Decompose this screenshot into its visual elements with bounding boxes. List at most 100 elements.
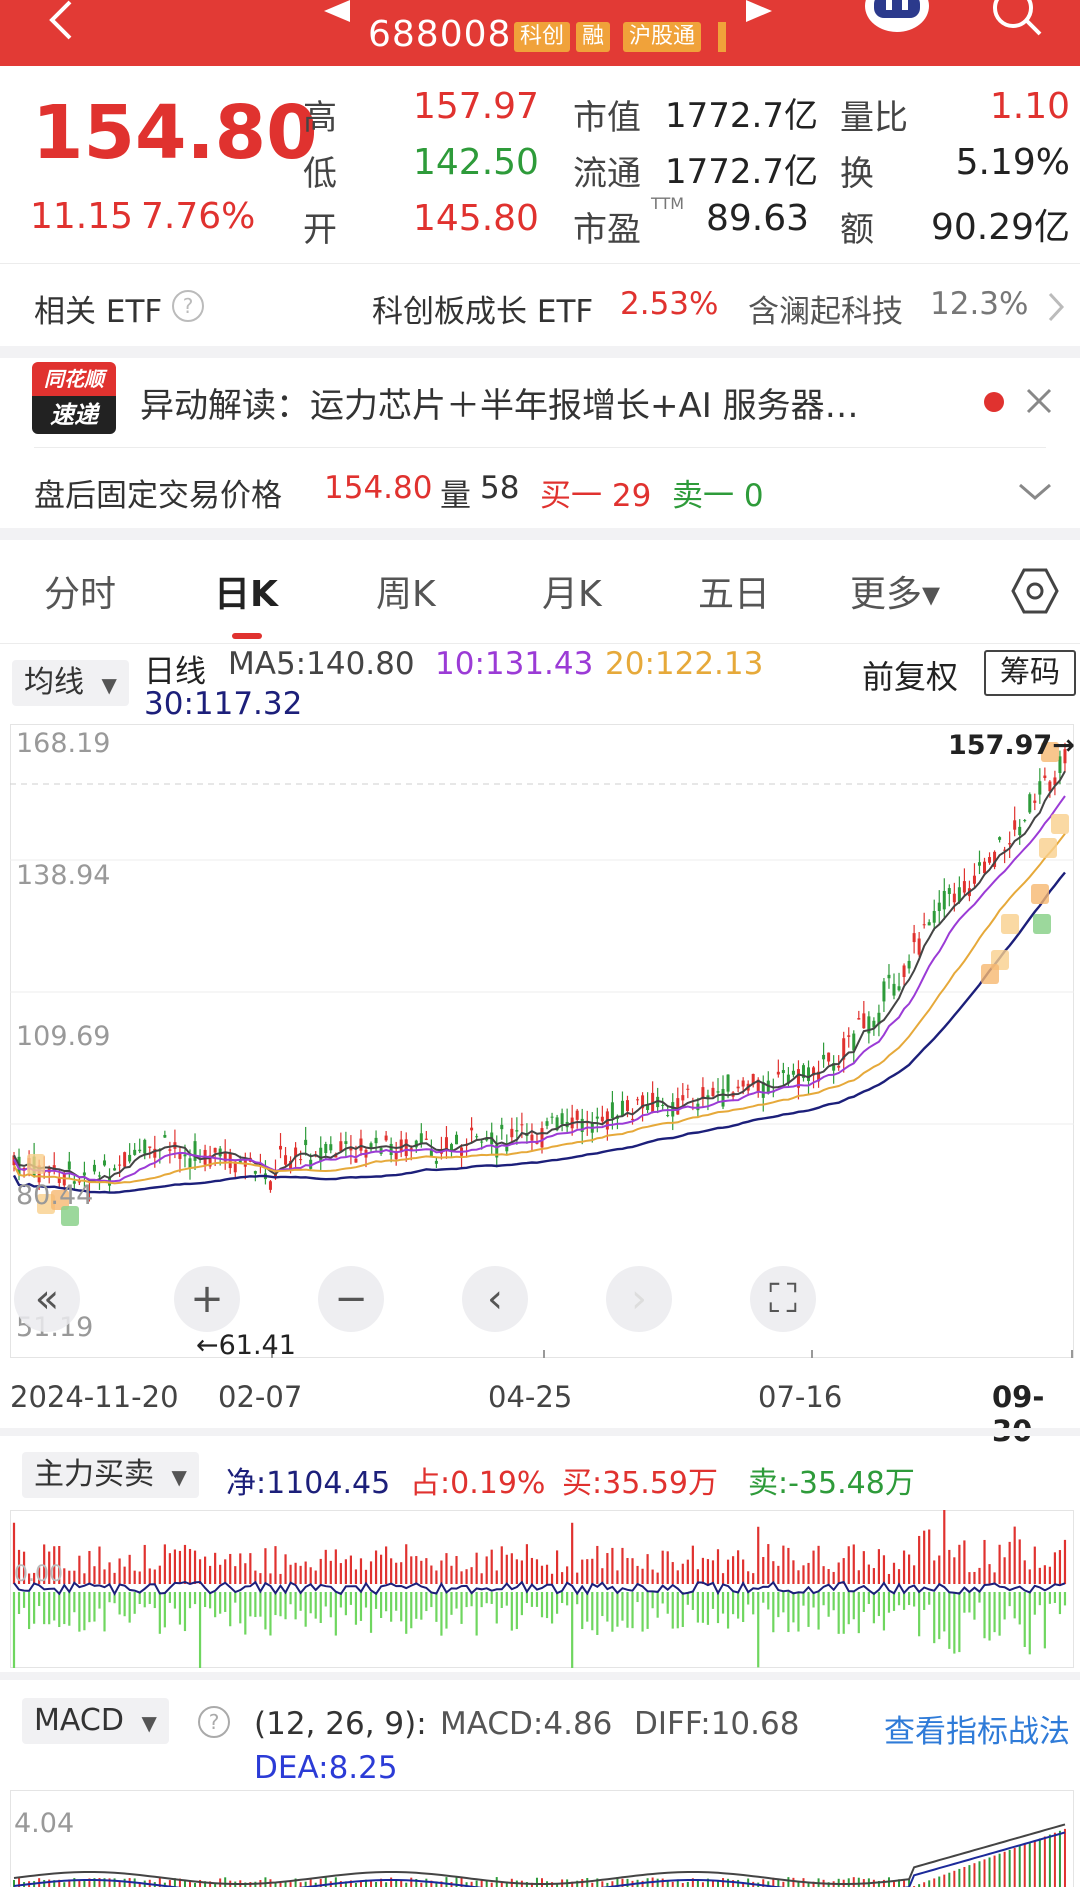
indicator-select[interactable]: 均线 ▼ <box>12 660 129 706</box>
candle-body <box>294 1147 298 1158</box>
scroll-left-button[interactable]: ‹ <box>462 1266 528 1332</box>
candle-body <box>354 1158 358 1163</box>
section-gap <box>0 1428 1080 1436</box>
candle-body <box>404 1139 408 1157</box>
kline-chart[interactable] <box>10 724 1074 1358</box>
candle-body <box>77 1181 81 1183</box>
mainforce-ratio: 占:0.19% <box>410 1466 546 1501</box>
candle-body <box>92 1164 96 1172</box>
candle-body <box>515 1130 519 1132</box>
tab-daily-k[interactable]: 日K <box>214 574 278 615</box>
ma20-line <box>13 833 1066 1185</box>
mainforce-select[interactable]: 主力买卖 ▼ <box>22 1452 199 1498</box>
candle-body <box>892 983 896 996</box>
candle-body <box>807 1067 811 1082</box>
ma20-value: 20:122.13 <box>605 646 764 682</box>
candle-body <box>701 1087 705 1100</box>
etf-row[interactable]: 相关 ETF ? 科创板成长 ETF 2.53% 含澜起科技 12.3% <box>0 264 1080 346</box>
active-tab-indicator <box>232 633 262 639</box>
low-label: 低 <box>303 154 337 194</box>
candle-body <box>233 1161 237 1173</box>
chevron-right-icon[interactable] <box>1046 290 1066 324</box>
candle-body <box>128 1154 132 1162</box>
search-icon[interactable] <box>988 0 1048 40</box>
candle-body <box>872 1020 876 1028</box>
mainforce-chart[interactable] <box>10 1510 1074 1668</box>
candle-body <box>359 1138 363 1151</box>
candle-body <box>369 1143 373 1149</box>
next-triangle-icon[interactable] <box>744 0 774 24</box>
candle-body <box>530 1134 534 1141</box>
divider <box>34 447 1046 448</box>
tab-monthly-k[interactable]: 月K <box>542 574 602 615</box>
candle-body <box>289 1160 293 1169</box>
candle-body <box>610 1102 614 1119</box>
back-arrow-icon[interactable] <box>40 0 80 40</box>
candle-body <box>812 1067 816 1076</box>
etf-fund1-name[interactable]: 科创板成长 ETF <box>372 294 594 330</box>
signal-marker-icon <box>37 1194 55 1214</box>
candle-body <box>339 1141 343 1152</box>
candle-body <box>1018 826 1022 836</box>
min-price-label: ←61.41 <box>196 1330 296 1361</box>
adjust-type[interactable]: 前复权 <box>862 658 959 696</box>
candle-body <box>475 1136 479 1138</box>
robot-assistant-icon[interactable] <box>862 0 932 34</box>
candle-body <box>977 862 981 866</box>
candle-body <box>937 902 941 912</box>
macd-chart[interactable] <box>10 1790 1074 1887</box>
candle-body <box>133 1149 137 1155</box>
candle-body <box>374 1137 378 1144</box>
candle-body <box>188 1158 192 1169</box>
candle-body <box>1008 843 1012 845</box>
help-icon[interactable]: ? <box>198 1706 230 1738</box>
price-change-pct: 7.76% <box>141 196 256 237</box>
candle-body <box>907 960 911 969</box>
candle-body <box>279 1145 283 1150</box>
current-price: 154.80 <box>32 90 318 176</box>
tab-five-day[interactable]: 五日 <box>698 574 771 615</box>
candle-body <box>480 1141 484 1143</box>
tab-intraday[interactable]: 分时 <box>44 574 117 615</box>
candle-body <box>887 974 891 979</box>
tab-more[interactable]: 更多▾ <box>850 574 941 615</box>
macd-strategy-link[interactable]: 查看指标战法 <box>884 1714 1070 1750</box>
zoom-out-button[interactable]: − <box>318 1266 384 1332</box>
x-tick-label: 2024-11-20 <box>10 1380 179 1414</box>
after-hours-row[interactable]: 盘后固定交易价格 154.80 量 58 买一 29 卖一 0 <box>0 448 1080 528</box>
scroll-right-button[interactable]: › <box>606 1266 672 1332</box>
news-headline[interactable]: 异动解读：运力芯片＋半年报增长+AI 服务器… <box>140 386 859 426</box>
chevron-down-icon[interactable] <box>1018 482 1052 502</box>
zoom-out-fast-button[interactable]: « <box>14 1266 80 1332</box>
close-icon[interactable] <box>1024 386 1054 416</box>
chart-frame <box>10 1790 1074 1887</box>
candle-body <box>1038 781 1042 795</box>
prev-triangle-icon[interactable] <box>322 0 352 24</box>
macd-select[interactable]: MACD ▼ <box>22 1698 169 1744</box>
y-tick-label: 80.44 <box>16 1180 94 1211</box>
fullscreen-button[interactable]: ⛶ <box>750 1266 816 1332</box>
news-row[interactable]: 同花顺 速递 异动解读：运力芯片＋半年报增长+AI 服务器… <box>0 358 1080 446</box>
high-value: 157.97 <box>413 86 539 127</box>
candle-body <box>857 1018 861 1020</box>
help-icon[interactable]: ? <box>172 290 204 322</box>
tab-weekly-k[interactable]: 周K <box>376 574 436 615</box>
candle-body <box>1013 820 1017 830</box>
settings-hexagon-icon[interactable] <box>1010 566 1060 616</box>
zoom-in-button[interactable]: + <box>174 1266 240 1332</box>
pe-value: 89.63 <box>706 198 810 239</box>
turnover-label: 换 <box>840 154 874 194</box>
macd-value: MACD:4.86 <box>440 1706 613 1742</box>
caret-down-icon: ▼ <box>101 673 117 697</box>
candle-body <box>123 1152 127 1167</box>
candle-body <box>781 1070 785 1074</box>
ma5-line <box>13 770 1066 1182</box>
section-gap <box>0 346 1080 358</box>
ma10-line <box>13 795 1066 1183</box>
candle-body <box>902 965 906 978</box>
low-value: 142.50 <box>413 142 539 183</box>
y-tick-label: 168.19 <box>16 728 111 759</box>
candle-body <box>877 1012 881 1025</box>
chips-button[interactable]: 筹码 <box>984 650 1076 696</box>
chart-frame <box>10 1510 1074 1668</box>
